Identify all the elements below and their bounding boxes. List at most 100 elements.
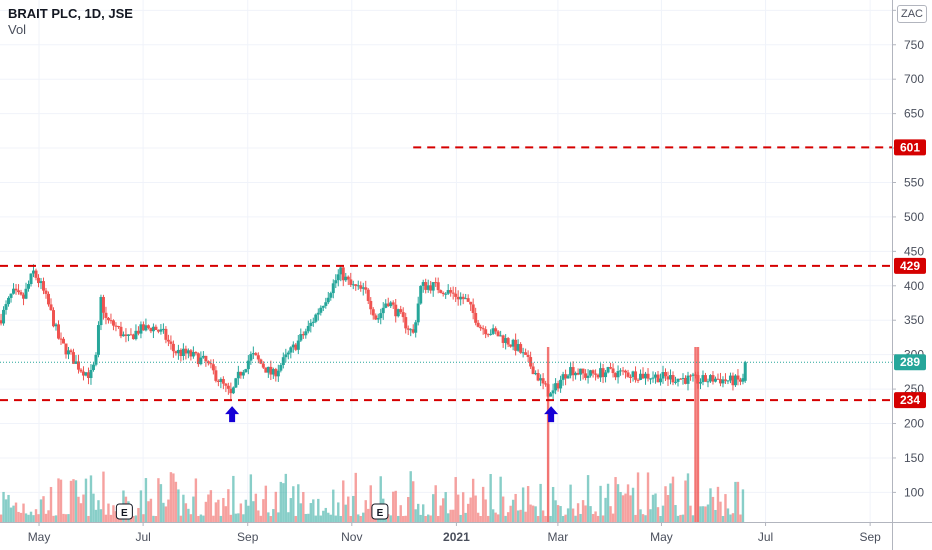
candle-body: [494, 328, 498, 332]
x-tick-label: Sep: [859, 530, 881, 544]
y-tick-label: 200: [904, 417, 924, 431]
x-tick-label: May: [28, 530, 51, 544]
volume-bar: [224, 506, 228, 522]
volume-indicator-label[interactable]: Vol: [8, 22, 27, 37]
candle-body: [716, 378, 720, 380]
volume-bar: [454, 477, 457, 522]
candle-body: [576, 372, 580, 375]
last-price-label: 289: [900, 355, 920, 369]
candle-body: [551, 390, 555, 394]
candle-body: [449, 290, 453, 293]
candle-body: [584, 373, 588, 378]
volume-bar: [654, 493, 657, 522]
candle-body: [489, 333, 493, 335]
volume-bar: [294, 515, 298, 522]
candle-body: [661, 372, 665, 379]
candle-body: [484, 329, 488, 335]
candle-body: [129, 334, 133, 336]
candle-body: [686, 375, 690, 384]
volume-bar: [419, 514, 422, 522]
volume-bar: [571, 508, 575, 522]
volume-bar: [539, 483, 542, 522]
volume-bar: [422, 504, 425, 522]
up-arrow-marker[interactable]: [225, 406, 240, 423]
earnings-marker[interactable]: [115, 503, 133, 520]
candle-body: [69, 350, 73, 353]
candle-body: [529, 357, 533, 367]
volume-bar: [417, 503, 420, 522]
volume-bar: [529, 504, 532, 522]
volume-bar: [509, 505, 512, 522]
volume-bar: [364, 500, 367, 522]
candle-body: [731, 375, 735, 386]
volume-bar: [199, 514, 203, 522]
candle-body: [721, 379, 725, 384]
x-tick-label: Jul: [758, 530, 773, 544]
volume-bar: [534, 506, 537, 522]
volume-bar: [661, 505, 665, 522]
volume-bar: [202, 515, 205, 522]
volume-bar: [526, 486, 530, 522]
volume-bar: [496, 514, 500, 522]
chart-title: BRAIT PLC, 1D, JSE: [8, 6, 133, 21]
volume-bar: [609, 506, 612, 522]
volume-bar: [94, 509, 98, 522]
volume-bar: [576, 503, 580, 522]
candle-body: [169, 341, 173, 344]
volume-bar: [307, 513, 310, 522]
candle-body: [391, 302, 395, 305]
volume-bar: [519, 509, 522, 522]
volume-bar: [699, 506, 702, 522]
candle-body: [579, 368, 583, 375]
y-tick-label: 650: [904, 107, 924, 121]
candle-body: [241, 372, 245, 376]
candle-body: [224, 383, 228, 386]
volume-bar: [102, 471, 105, 522]
volume-bar: [82, 494, 85, 522]
volume-bar: [549, 515, 552, 522]
earnings-marker[interactable]: [371, 503, 389, 520]
candle-body: [94, 354, 98, 365]
candle-body: [24, 288, 28, 299]
volume-bar: [504, 515, 507, 522]
candle-body: [284, 354, 288, 358]
volume-bar: [219, 515, 223, 522]
volume-bar: [731, 513, 735, 522]
volume-bar: [631, 487, 635, 522]
candle-body: [718, 379, 722, 384]
volume-bar: [32, 515, 35, 522]
candle-body-last: [743, 362, 747, 381]
candle-body: [626, 372, 630, 377]
candle-body: [521, 352, 525, 354]
volume-bar: [207, 494, 210, 522]
candle-body: [459, 296, 463, 300]
candle-body: [256, 355, 260, 360]
candle-body: [151, 326, 155, 332]
volume-bar: [681, 514, 685, 522]
candle-body: [446, 290, 450, 294]
y-tick-label: 150: [904, 451, 924, 465]
candle-body: [219, 379, 223, 382]
volume-bar: [249, 474, 253, 522]
volume-bar: [42, 496, 45, 522]
volume-bar: [137, 507, 140, 522]
candle-body: [49, 304, 53, 311]
candle-body: [79, 369, 83, 372]
up-arrow-marker[interactable]: [544, 406, 559, 423]
candle-body: [601, 368, 605, 378]
volume-bar: [701, 506, 705, 522]
volume-bar: [257, 510, 260, 522]
volume-bar: [194, 478, 198, 522]
candle-body: [184, 348, 188, 354]
candle-body: [369, 300, 373, 310]
candle-body: [736, 375, 740, 380]
candle-body: [619, 370, 623, 372]
candle-body: [688, 375, 692, 377]
volume-bar: [144, 478, 148, 522]
volume-bar: [2, 491, 5, 522]
currency-badge[interactable]: ZAC: [897, 5, 927, 23]
candle-body: [359, 285, 363, 289]
volume-bar: [407, 496, 410, 522]
volume-bar: [79, 503, 83, 522]
